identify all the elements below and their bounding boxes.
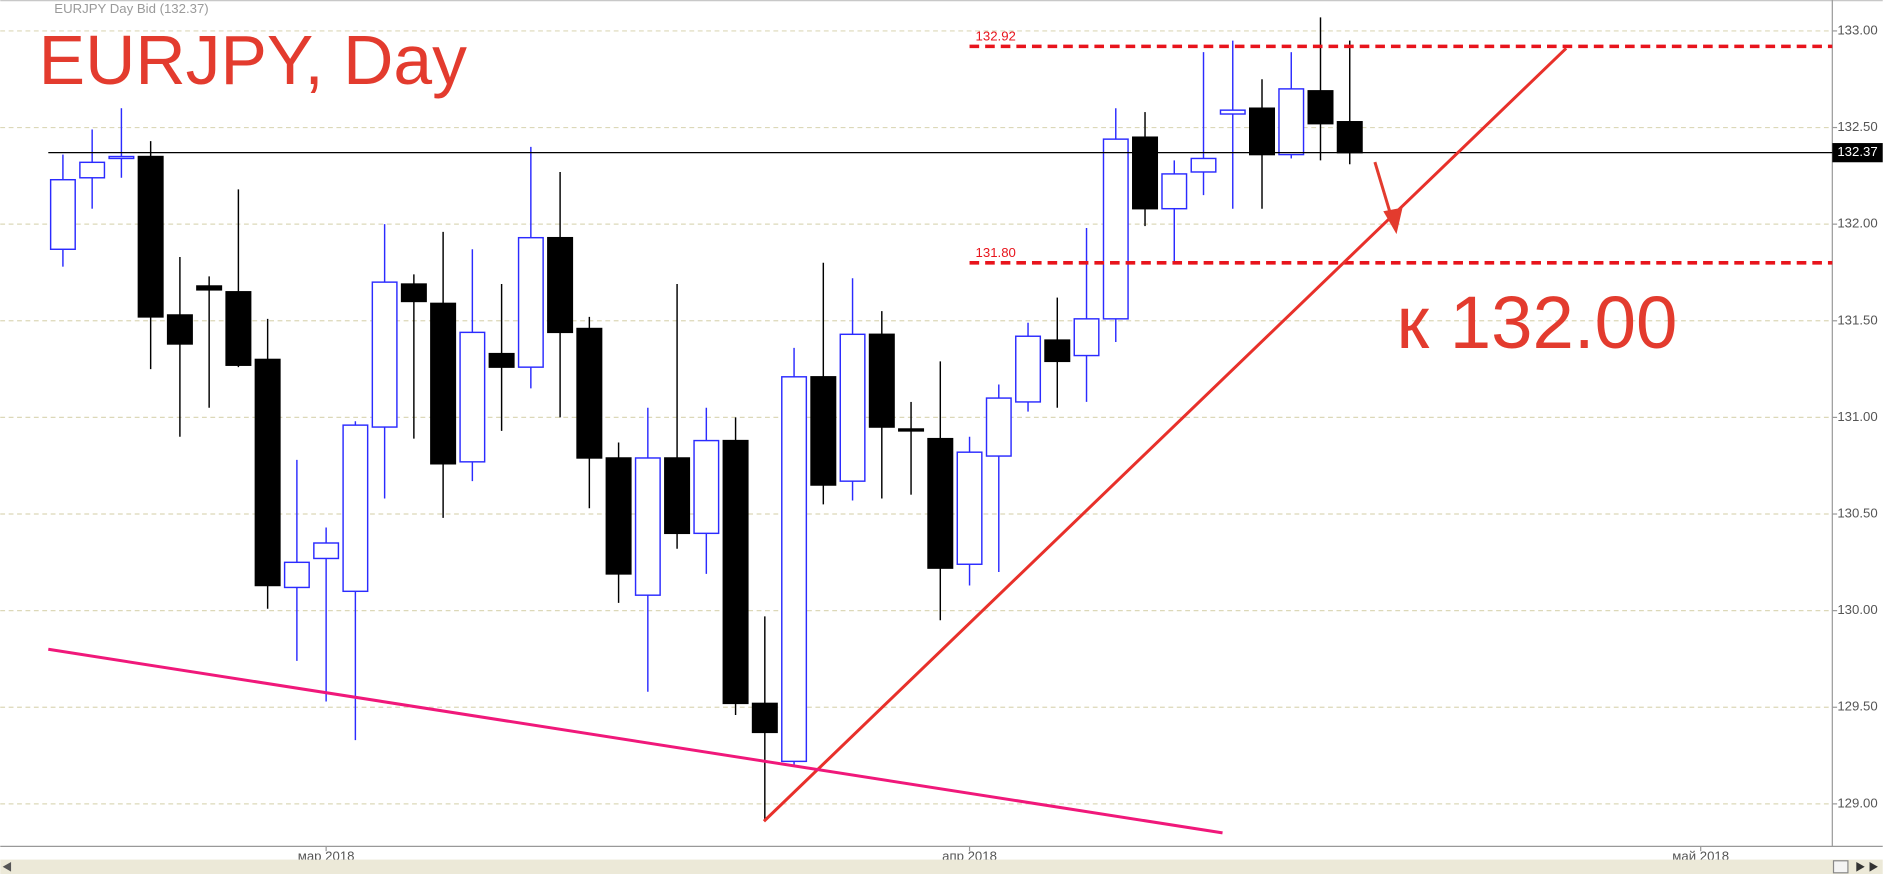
candle-body — [751, 702, 778, 734]
candle-body — [283, 561, 310, 589]
y-tick-label: 130.00 — [1837, 602, 1877, 617]
price-level-label: 132.92 — [976, 28, 1016, 43]
candle-body — [1307, 90, 1334, 125]
candle-body — [985, 397, 1012, 457]
candle-body — [1044, 339, 1071, 363]
y-tick-label: 132.50 — [1837, 119, 1877, 134]
candle-body — [196, 285, 223, 291]
candle-body — [898, 428, 925, 432]
candle-body — [166, 314, 193, 345]
price-level-label: 131.80 — [976, 245, 1016, 260]
candle-body — [1190, 157, 1217, 173]
candle-body — [488, 352, 515, 368]
candle-body — [108, 155, 135, 160]
candle-body — [430, 302, 457, 465]
candle-body — [1278, 88, 1305, 156]
plot-area: 129.00 129.50 130.00 130.50 131.00 131.50 132.… — [0, 17, 1883, 864]
y-tick-label: 131.00 — [1837, 409, 1877, 424]
scroll-left[interactable] — [2, 861, 12, 872]
trend-line — [48, 647, 1223, 835]
candle-body — [1161, 173, 1188, 210]
candle-body — [576, 327, 603, 459]
scrollbar[interactable] — [0, 859, 1883, 874]
candle-body — [313, 542, 340, 560]
candle-body — [459, 331, 486, 463]
chart-header: EURJPY Day Bid (132.37) — [54, 1, 208, 16]
zoom-button[interactable] — [1832, 860, 1849, 874]
chart-title: EURJPY, Day — [39, 21, 467, 99]
candle-body — [1102, 138, 1129, 320]
candle-body — [371, 281, 398, 428]
arrow — [1373, 161, 1403, 235]
y-tick-label: 132.00 — [1837, 216, 1877, 231]
candle-body — [400, 283, 427, 303]
candle-body — [342, 424, 369, 593]
candle-body — [956, 451, 983, 565]
y-tick-label: 129.50 — [1837, 699, 1877, 714]
candle-body — [1336, 121, 1363, 154]
candle-body — [1132, 136, 1159, 210]
candle-body — [722, 439, 749, 705]
candle-body — [547, 236, 574, 334]
candle-body — [254, 358, 281, 587]
y-tick-label: 133.00 — [1837, 22, 1877, 37]
y-tick-label: 129.00 — [1837, 795, 1877, 810]
candle-body — [634, 457, 661, 596]
price-label-box — [1832, 143, 1883, 163]
candle-body — [693, 439, 720, 535]
candle-body — [1219, 109, 1246, 115]
candle-body — [810, 376, 837, 486]
trend-line — [762, 47, 1568, 823]
candle-body — [927, 437, 954, 569]
scroll-right[interactable] — [1856, 861, 1865, 872]
candle-body — [664, 457, 691, 535]
candle-body — [225, 291, 252, 366]
arrow-head — [1383, 207, 1403, 235]
candle-body — [1015, 335, 1042, 403]
candle-body — [49, 178, 76, 250]
annotation: к 132.00 — [1397, 281, 1678, 364]
candle-body — [1249, 107, 1276, 156]
scroll-end[interactable] — [1869, 861, 1878, 872]
candle-body — [137, 155, 164, 318]
candle-body — [781, 376, 808, 763]
candle-body — [839, 333, 866, 482]
price-label: 132.37 — [1837, 144, 1877, 159]
candle-body — [868, 333, 895, 428]
candle-body — [79, 161, 106, 179]
candle-body — [605, 457, 632, 575]
candle-body — [1073, 318, 1100, 357]
y-tick-label: 130.50 — [1837, 506, 1877, 521]
y-tick-label: 131.50 — [1837, 312, 1877, 327]
candle-body — [517, 236, 544, 368]
